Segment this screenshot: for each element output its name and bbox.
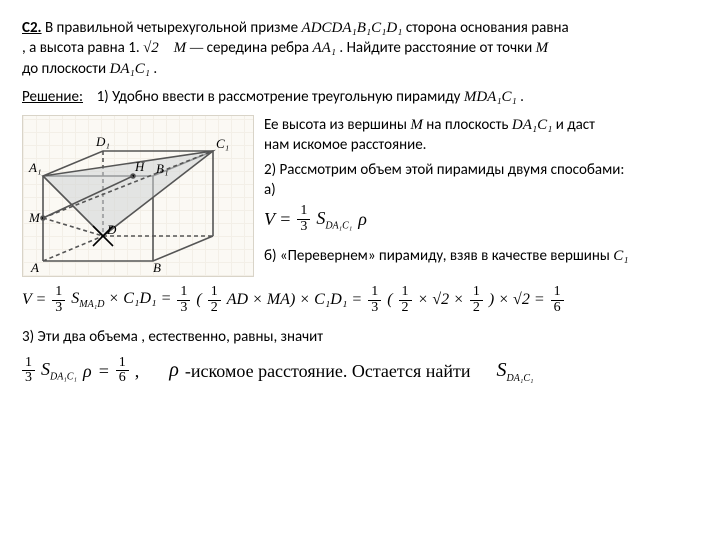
svg-text:B: B	[153, 260, 161, 275]
solution-header-line: Решение: 1) Удобно ввести в рассмотрение…	[22, 87, 698, 107]
p-line1a: В правильной четырехугольной призме	[45, 19, 298, 37]
p-line3a: до плоскости	[22, 60, 106, 78]
step2a: а)	[264, 180, 698, 200]
step1b: .	[520, 88, 524, 106]
svg-text:A: A	[30, 260, 39, 275]
p-edge: AA₁	[312, 40, 336, 56]
volume-b-formula: V = 13 SMA₁D × C₁D₁ = 13 ( 12 AD × MA) ×…	[22, 285, 698, 315]
step3-text: 3) Эти два объема , естественно, равны, …	[22, 327, 698, 347]
step1a: 1) Удобно ввести в рассмотрение треуголь…	[97, 88, 461, 106]
prism-sketch: D₁ C₁ A₁ B₁ A B D M H	[22, 115, 254, 277]
step3-tail: -искомое расстояние. Остается найти	[185, 359, 471, 383]
volume-a-formula: V = 13 SDA₁C₁ ρ	[264, 204, 698, 234]
sketch-svg: D₁ C₁ A₁ B₁ A B D M H	[23, 116, 253, 276]
p-plane: DA₁C₁	[110, 61, 150, 77]
p-line2a: , а высота равна 1.	[22, 39, 140, 57]
step1-plane: DA₁C₁	[512, 117, 552, 133]
solution-header: Решение:	[22, 88, 83, 106]
problem-label: С2.	[22, 19, 42, 37]
step1e: и даст	[556, 116, 595, 134]
svg-text:M: M	[28, 210, 41, 225]
step1c: Ее высота из вершины	[264, 116, 407, 134]
svg-text:B₁: B₁	[156, 161, 168, 176]
main-row: D₁ C₁ A₁ B₁ A B D M H Ее высота из верши…	[22, 115, 698, 277]
p-prism: ADCDA₁B₁C₁D₁	[302, 20, 403, 36]
right-column: Ее высота из вершины M на плоскость DA₁C…	[264, 115, 698, 267]
step1-pyramid: MDA₁C₁	[464, 89, 517, 105]
p-line2c: . Найдите расстояние от точки	[339, 39, 532, 57]
svg-text:H: H	[134, 159, 145, 174]
p-mvar: M —	[174, 40, 204, 56]
step1-m: M	[410, 117, 423, 133]
p-point: M	[536, 40, 549, 56]
problem-block: С2. В правильной четырехугольной призме …	[22, 18, 698, 79]
vertex-c1: C₁	[613, 248, 628, 264]
step1f: нам искомое расстояние.	[264, 135, 698, 155]
p-line2b: середина ребра	[207, 39, 309, 57]
p-line1b: сторона основания равна	[406, 19, 569, 37]
p-sqrt2: √2	[143, 40, 159, 56]
svg-text:A₁: A₁	[28, 160, 41, 175]
step1d: на плоскость	[426, 116, 508, 134]
p-dot: .	[153, 60, 157, 78]
step2b: б) «Перевернем» пирамиду, взяв в качеств…	[264, 247, 610, 265]
step2b-line: б) «Перевернем» пирамиду, взяв в качеств…	[264, 246, 698, 266]
step1c-line: Ее высота из вершины M на плоскость DA₁C…	[264, 115, 698, 135]
svg-text:D₁: D₁	[95, 134, 110, 149]
svg-text:C₁: C₁	[216, 136, 229, 151]
step3-equation: 13 SDA₁C₁ ρ = 16 , ρ -искомое расстояние…	[22, 356, 698, 386]
svg-text:D: D	[106, 222, 117, 237]
step2: 2) Рассмотрим объем этой пирамиды двумя …	[264, 160, 698, 180]
